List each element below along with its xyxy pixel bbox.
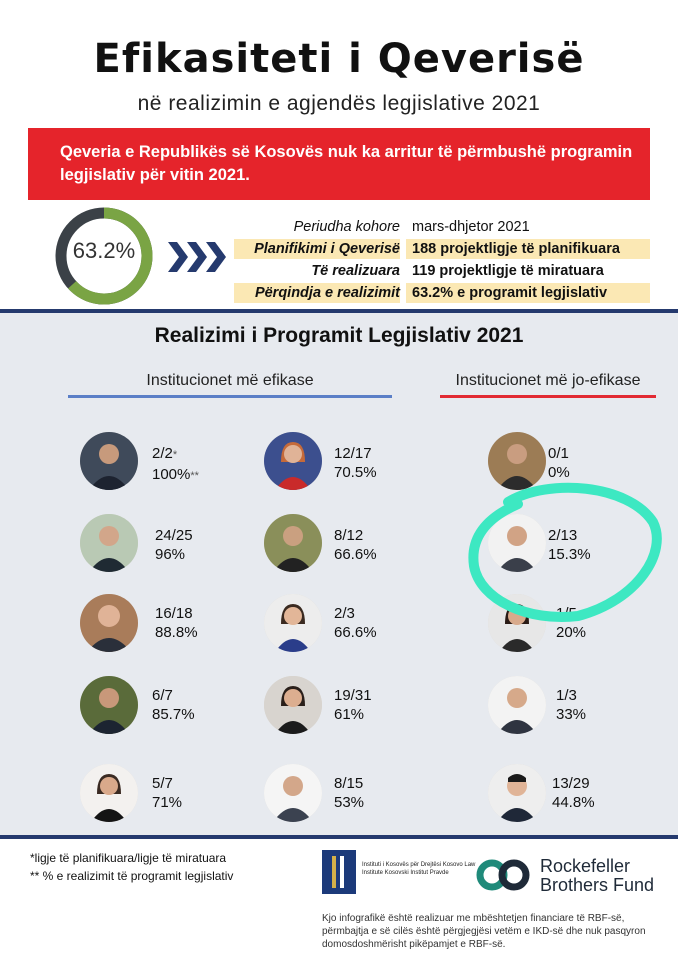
- ikd-logo: [322, 850, 478, 896]
- ring-percent-label: 63.2%: [72, 238, 136, 263]
- percent-label: 61%: [334, 706, 365, 723]
- percent-label: 53%: [334, 794, 365, 811]
- ratio-label: 1/3: [556, 687, 577, 704]
- percent-label: 71%: [152, 794, 183, 811]
- avatar: [488, 514, 546, 572]
- percent-label: 33%: [556, 706, 587, 723]
- percent-label: 0%: [548, 464, 570, 481]
- ikd-logo-text: Instituti i Kosovës për Drejtësi Kosovo …: [362, 862, 476, 876]
- summary-label: Periudha kohore: [293, 219, 400, 235]
- efficient-underline: [68, 395, 392, 398]
- avatar: [80, 594, 138, 652]
- avatar: [488, 676, 546, 734]
- summary-value: mars-dhjetor 2021: [406, 217, 650, 237]
- ratio-label: 24/25: [155, 527, 193, 544]
- avatar: [488, 594, 546, 652]
- ratio-label: 8/15: [334, 775, 364, 792]
- rbf-logo-name: Rockefeller Brothers Fund: [540, 856, 655, 895]
- banner-text: Qeveria e Republikës së Kosovës nuk ka a…: [60, 143, 633, 184]
- percent-label: 15.3%: [548, 546, 591, 563]
- percent-label: 66.6%: [334, 624, 377, 641]
- percent-label: 66.6%: [334, 546, 377, 563]
- percent-label: 85.7%: [152, 706, 195, 723]
- avatar: [264, 676, 322, 734]
- ratio-label: 2/13: [548, 527, 578, 544]
- ratio-label: 2/3: [334, 605, 355, 622]
- avatar: [264, 764, 322, 822]
- ranking-panel: [0, 313, 678, 835]
- summary-value: 63.2% e programit legjislativ: [406, 283, 650, 303]
- progress-ring: [52, 204, 156, 308]
- efficient-heading: Institucionet më efikase: [146, 372, 314, 389]
- avatar: [488, 432, 546, 490]
- percent-label: 44.8%: [552, 794, 595, 811]
- inefficient-heading: Institucionet më jo-efikase: [455, 372, 641, 389]
- percent-label: 70.5%: [334, 464, 377, 481]
- percent-label: 20%: [556, 624, 587, 641]
- section-title: Realizimi i Programit Legjislativ 2021: [154, 324, 524, 347]
- ratio-label: 13/29: [552, 775, 590, 792]
- percent-label: 96%: [155, 546, 186, 563]
- ratio-label: 16/18: [155, 605, 193, 622]
- footnote: *ligje të planifikuara/ligje të miratuar…: [30, 851, 227, 865]
- avatar: [264, 432, 322, 490]
- divider-bottom: [0, 835, 678, 839]
- percent-label: 88.8%: [155, 624, 198, 641]
- ratio-label: 19/31: [334, 687, 372, 704]
- divider-top: [0, 309, 678, 313]
- avatar: [264, 514, 322, 572]
- ratio-label: 2/2: [152, 445, 173, 462]
- page-subtitle: në realizimin e agjendës legjislative 20…: [137, 92, 541, 115]
- rbf-logo-icon: [474, 857, 532, 898]
- percent-label: 100%: [152, 466, 191, 483]
- alert-banner: Qeveria e Republikës së Kosovës nuk ka a…: [28, 128, 650, 200]
- summary-value: 188 projektligje të planifikuara: [406, 239, 650, 259]
- avatar: [80, 764, 138, 822]
- avatar: [80, 432, 138, 490]
- footnote: ** % e realizimit të programit legjislat…: [30, 869, 234, 883]
- chevron-arrows-icon: [168, 240, 228, 279]
- ratio-label: 12/17: [334, 445, 372, 462]
- ratio-label: 6/7: [152, 687, 173, 704]
- summary-label: Përqindja e realizimit: [234, 283, 400, 303]
- ratio-label: 8/12: [334, 527, 364, 544]
- inefficient-underline: [440, 395, 656, 398]
- summary-table: Periudha kohore mars-dhjetor 2021 Planif…: [234, 217, 654, 303]
- disclaimer: Kjo infografikë është realizuar me mbësh…: [322, 913, 646, 950]
- summary-value: 119 projektligje të miratuara: [406, 261, 650, 281]
- ring-progress: [55, 207, 153, 305]
- avatar: [80, 676, 138, 734]
- avatar: [264, 594, 322, 652]
- highlight-circle-annotation: [468, 482, 668, 629]
- ratio-label: 5/7: [152, 775, 173, 792]
- ratio-label: 0/1: [548, 445, 569, 462]
- summary-label: Planifikimi i Qeverisë: [234, 239, 400, 259]
- page-title: Efikasiteti i Qeverisë: [93, 36, 585, 82]
- avatar: [488, 764, 546, 822]
- avatar: [80, 514, 138, 572]
- summary-label: Të realizuara: [311, 263, 400, 279]
